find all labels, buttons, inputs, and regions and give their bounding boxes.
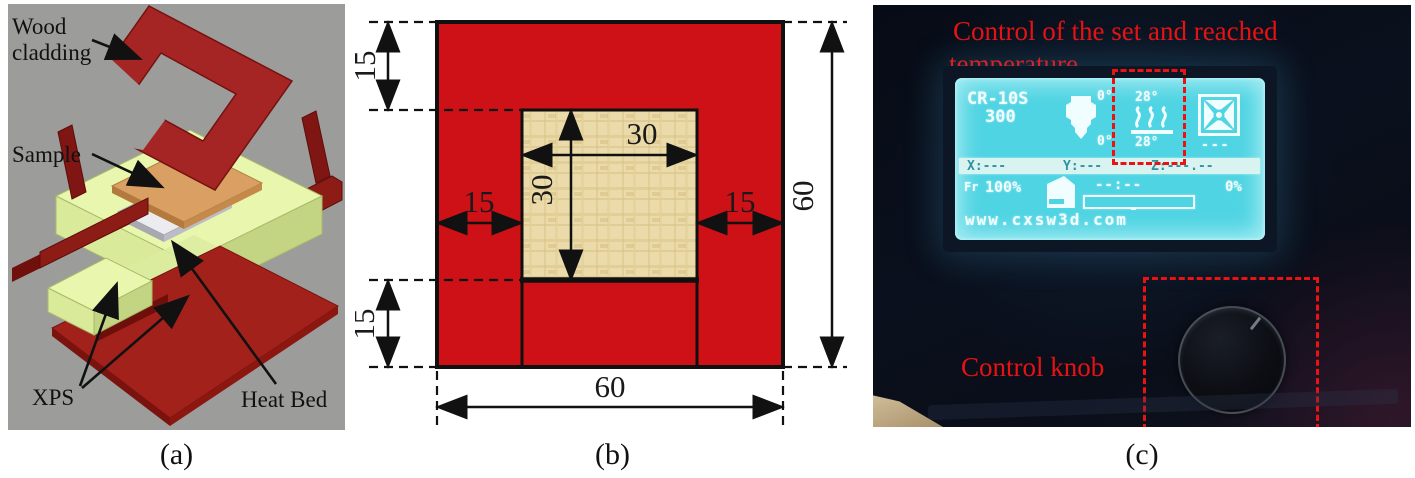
dim-bottom-offset: 15: [355, 309, 381, 340]
panel-c-printer-photo: Control of the set and reached temperatu…: [873, 5, 1411, 427]
lcd-screen: CR-10S 300 0° 0° 28° 28°: [955, 78, 1265, 240]
base-cladding-plate: [51, 245, 339, 426]
print-progress-bar: [1083, 195, 1195, 209]
cladding-side-strip-left-front: [39, 197, 149, 269]
dimension-labels: 15 15 15 15 30 30 60 60: [346, 51, 820, 405]
fan-icon: [1198, 94, 1240, 136]
panel-b-technical-drawing: 15 15 15 15 30 30 60 60: [346, 0, 870, 432]
nozzle-temp-current: 0°: [1097, 89, 1113, 104]
render-label-arrows: [78, 33, 278, 389]
sd-card-icon: [1047, 176, 1075, 208]
knob-highlight-box: [1143, 277, 1319, 427]
bed-temp-target: 28°: [1135, 135, 1159, 150]
dimension-drawing: 15 15 15 15 30 30 60 60: [346, 20, 847, 427]
caption-c: (c): [1125, 438, 1159, 471]
printer-model-line1: CR-10S: [967, 89, 1029, 109]
progress-bar-tick: [1131, 207, 1136, 210]
xps-label: XPS: [32, 385, 74, 410]
xps-side-wall-right: [301, 110, 331, 184]
hotend-icon: [1066, 96, 1096, 139]
dim-inner-width: 30: [627, 116, 658, 151]
temperature-highlight-box: [1112, 69, 1186, 165]
dim-outer-height: 60: [785, 181, 820, 212]
heat-bed-label: Heat Bed: [241, 387, 328, 412]
knob-annotation: Control knob: [961, 352, 1105, 382]
dimension-arrows: [375, 20, 845, 420]
bed-temp-current: 28°: [1135, 90, 1159, 105]
caption-b: (b): [595, 438, 630, 471]
dim-right-offset: 15: [725, 184, 756, 219]
axis-x-value: X:---: [967, 159, 1007, 174]
axis-y-value: Y:---: [1063, 159, 1103, 174]
feedrate-label: Fr: [964, 180, 979, 194]
sample-label: Sample: [12, 142, 81, 167]
heatbed-waves-icon: [1131, 106, 1173, 134]
control-knob: [1178, 306, 1286, 414]
printer-model-line2: 300: [985, 107, 1016, 127]
dim-top-offset: 15: [355, 51, 382, 82]
fan-value: ---: [1201, 138, 1231, 153]
knob-indicator-mark: [1249, 316, 1262, 331]
wood-cladding-label-line1: Wood: [12, 14, 67, 39]
dim-left-offset: 15: [464, 184, 495, 219]
temperature-annotation-line1: Control of the set and reached: [953, 16, 1278, 46]
wood-sample-square: [520, 108, 699, 282]
progress-percent: 0%: [1225, 179, 1242, 195]
render-labels: Wood cladding Sample XPS Heat Bed: [12, 14, 328, 412]
website-text: www.cxsw3d.com: [965, 210, 1128, 229]
wood-cladding-label-line2: cladding: [12, 40, 92, 65]
panel-a-exploded-view: Wood cladding Sample XPS Heat Bed: [8, 4, 345, 430]
dim-outer-width: 60: [595, 369, 626, 404]
nozzle-temp-target: 0°: [1097, 134, 1113, 149]
exploded-view-render: Wood cladding Sample XPS Heat Bed: [8, 4, 345, 430]
dim-inner-height: 30: [524, 175, 559, 206]
print-time-value: --:--: [1095, 177, 1143, 193]
axis-status-bar: X:--- Y:--- Z:---.--: [959, 158, 1260, 174]
caption-a: (a): [159, 438, 194, 471]
feedrate-value: 100%: [985, 178, 1022, 196]
xps-side-wall-left: [57, 124, 87, 200]
